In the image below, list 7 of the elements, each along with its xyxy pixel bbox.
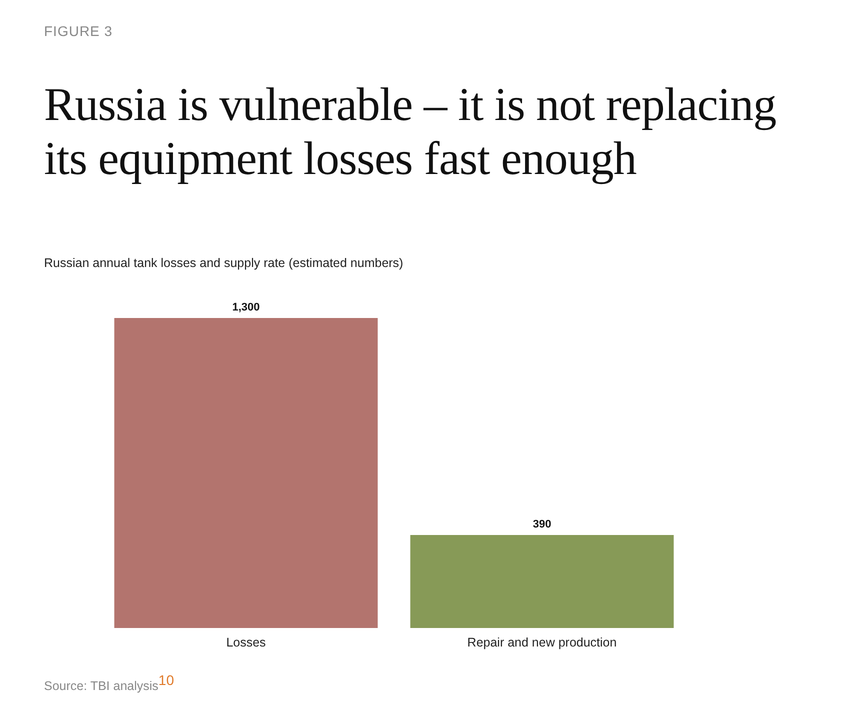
x-tick-label: Losses — [226, 636, 266, 650]
chart-title: Russia is vulnerable – it is not replacing its equipment losses fast enough — [44, 78, 778, 186]
data-label: 390 — [532, 518, 552, 530]
caption: FIGURE 3 — [44, 23, 113, 39]
data-label: 1,300 — [232, 302, 260, 314]
x-tick-label: Repair and new production — [467, 636, 617, 650]
chart-subtitle: Russian annual tank losses and supply rate (estimated numbers) — [44, 256, 404, 270]
